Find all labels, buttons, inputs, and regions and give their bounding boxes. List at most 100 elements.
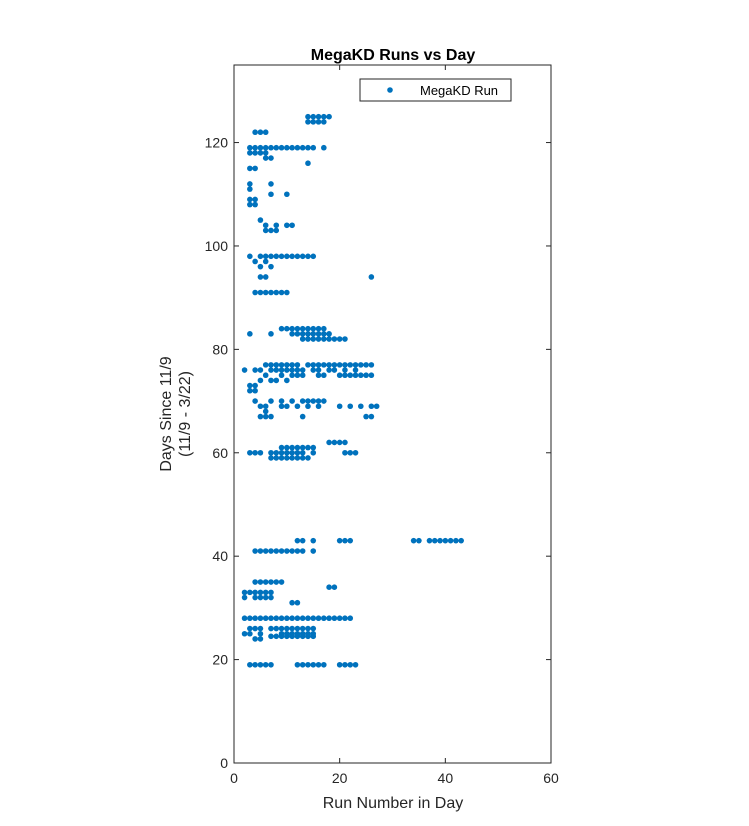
data-point: [273, 362, 280, 368]
data-point: [315, 398, 322, 404]
data-point: [289, 599, 295, 606]
data-point: [315, 403, 322, 410]
data-point: [299, 398, 306, 404]
data-point: [289, 630, 295, 637]
data-point: [252, 150, 258, 156]
data-point: [257, 625, 264, 632]
data-point: [284, 377, 290, 384]
data-point: [268, 548, 274, 554]
data-point: [252, 258, 258, 265]
data-point: [262, 579, 269, 585]
data-point: [336, 372, 343, 379]
data-point: [321, 398, 327, 404]
data-point: [352, 367, 359, 373]
data-point: [284, 548, 290, 554]
data-point: [284, 222, 290, 229]
data-point: [268, 362, 274, 368]
data-point: [342, 336, 348, 342]
data-point: [326, 113, 332, 120]
data-point: [262, 408, 269, 415]
data-point: [342, 537, 348, 544]
data-point: [294, 331, 301, 337]
data-point: [315, 325, 322, 332]
data-point: [299, 336, 306, 342]
data-point: [342, 439, 348, 446]
data-point: [268, 455, 274, 461]
data-point: [358, 362, 364, 368]
data-point: [262, 289, 269, 296]
data-point: [289, 548, 295, 554]
x-tick-label: 0: [230, 770, 238, 786]
data-point: [326, 331, 332, 337]
data-point: [321, 119, 327, 125]
data-point: [305, 144, 311, 151]
data-point: [284, 144, 290, 151]
data-point: [241, 589, 248, 596]
data-point: [262, 253, 269, 260]
data-point: [315, 367, 322, 373]
data-point: [273, 222, 280, 229]
x-tick-label: 60: [543, 770, 559, 786]
data-point: [315, 119, 322, 125]
data-point: [294, 537, 301, 544]
data-point: [336, 336, 343, 342]
data-point: [273, 455, 280, 461]
data-point: [262, 274, 269, 280]
y-axis-label-line1: Days Since 11/9: [158, 356, 175, 471]
data-point: [273, 253, 280, 260]
data-point: [262, 403, 269, 410]
data-point: [268, 615, 274, 622]
data-point: [310, 336, 317, 342]
data-point: [358, 372, 364, 379]
data-point: [299, 455, 306, 461]
data-point: [326, 439, 332, 446]
data-point: [342, 615, 348, 622]
data-point: [363, 372, 369, 379]
data-point: [278, 579, 285, 585]
data-point: [299, 625, 306, 632]
data-point: [289, 253, 295, 260]
data-point: [305, 362, 311, 368]
data-point: [289, 398, 295, 404]
data-point: [278, 548, 285, 554]
data-point: [278, 398, 285, 404]
data-point: [310, 537, 317, 544]
data-point: [410, 537, 417, 544]
data-point: [278, 615, 285, 622]
data-point: [241, 615, 248, 622]
data-point: [431, 537, 438, 544]
data-point: [305, 253, 311, 260]
data-point: [342, 372, 348, 379]
data-point: [305, 403, 311, 410]
data-point: [284, 455, 290, 461]
data-point: [299, 630, 306, 637]
data-point: [326, 367, 332, 373]
data-point: [321, 615, 327, 622]
x-axis-label: Run Number in Day: [323, 795, 464, 812]
data-point: [241, 630, 248, 637]
data-point: [268, 633, 274, 640]
data-point: [273, 367, 280, 373]
data-point: [294, 144, 301, 151]
data-point: [305, 630, 311, 637]
data-point: [336, 403, 343, 410]
data-point: [252, 579, 258, 585]
data-point: [273, 633, 280, 640]
data-point: [299, 537, 306, 544]
data-point: [257, 661, 264, 668]
data-point: [310, 449, 317, 456]
data-point: [278, 289, 285, 296]
data-point: [310, 398, 317, 404]
data-point: [268, 594, 274, 601]
data-point: [268, 191, 274, 198]
data-point: [247, 449, 253, 456]
data-point: [315, 661, 322, 668]
data-point: [294, 444, 301, 451]
data-point: [268, 263, 274, 270]
data-points: [241, 113, 464, 668]
data-point: [294, 548, 301, 554]
data-point: [310, 331, 317, 337]
data-point: [247, 150, 253, 156]
data-point: [299, 325, 306, 332]
data-point: [289, 362, 295, 368]
